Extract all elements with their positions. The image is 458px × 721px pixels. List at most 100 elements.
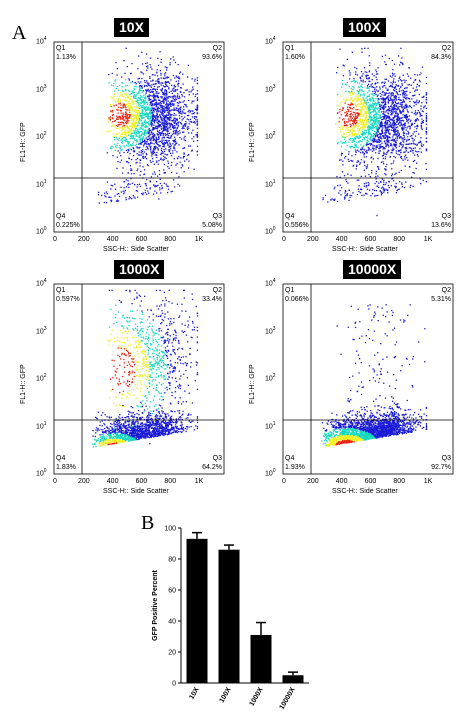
scatter-point — [160, 145, 161, 146]
scatter-point — [383, 153, 384, 154]
scatter-point — [364, 153, 365, 154]
scatter-point — [418, 133, 419, 134]
y-tick-base: 10 — [265, 86, 273, 93]
scatter-point — [367, 140, 368, 141]
scatter-point — [136, 120, 137, 121]
scatter-point — [138, 353, 139, 354]
scatter-point — [139, 113, 140, 114]
scatter-point — [105, 196, 106, 197]
scatter-point — [185, 113, 186, 114]
scatter-point — [169, 123, 170, 124]
scatter-point — [164, 172, 165, 173]
scatter-point — [142, 105, 143, 106]
scatter-point — [411, 124, 412, 125]
scatter-point — [151, 115, 152, 116]
scatter-point — [364, 67, 365, 68]
scatter-point — [365, 126, 366, 127]
scatter-point — [355, 74, 356, 75]
scatter-point — [376, 190, 377, 191]
scatter-point — [133, 196, 134, 197]
scatter-point — [382, 187, 383, 188]
scatter-point — [361, 176, 362, 177]
scatter-point — [103, 423, 104, 424]
scatter-point — [169, 140, 170, 141]
scatter-point — [383, 100, 384, 101]
scatter-point — [355, 109, 356, 110]
scatter-point — [415, 110, 416, 111]
scatter-point — [394, 97, 395, 98]
scatter-point — [154, 139, 155, 140]
scatter-point — [140, 113, 141, 114]
scatter-point — [125, 122, 126, 123]
scatter-point — [197, 100, 198, 101]
scatter-point — [341, 101, 342, 102]
scatter-point — [421, 102, 422, 103]
y-tick-exponent: 3 — [273, 84, 276, 90]
quadrant-q3-label: Q3 — [184, 212, 222, 221]
scatter-point — [340, 129, 341, 130]
scatter-point — [111, 85, 112, 86]
scatter-point — [151, 110, 152, 111]
scatter-point — [367, 164, 368, 165]
scatter-point — [116, 418, 117, 419]
scatter-point — [362, 73, 363, 74]
scatter-point — [142, 122, 143, 123]
scatter-point — [125, 111, 126, 112]
scatter-point — [176, 381, 177, 382]
scatter-point — [419, 81, 420, 82]
scatter-point — [162, 94, 163, 95]
scatter-point — [141, 351, 142, 352]
scatter-point — [370, 128, 371, 129]
scatter-point — [161, 188, 162, 189]
scatter-point — [392, 130, 393, 131]
scatter-point — [161, 410, 162, 411]
scatter-point — [147, 82, 148, 83]
scatter-point — [125, 107, 126, 108]
scatter-point — [183, 157, 184, 158]
scatter-point — [380, 140, 381, 141]
scatter-point — [344, 197, 345, 198]
scatter-point — [376, 103, 377, 104]
scatter-point — [172, 377, 173, 378]
scatter-point — [187, 341, 188, 342]
scatter-point — [365, 176, 366, 177]
scatter-point — [178, 111, 179, 112]
scatter-point — [372, 147, 373, 148]
y-tick-label: 104 — [36, 36, 47, 45]
scatter-point — [339, 117, 340, 118]
scatter-point — [391, 145, 392, 146]
scatter-point — [383, 85, 384, 86]
scatter-point — [371, 161, 372, 162]
scatter-point — [154, 95, 155, 96]
scatter-point — [346, 99, 347, 100]
scatter-point — [363, 129, 364, 130]
scatter-point — [355, 114, 356, 115]
scatter-point — [137, 158, 138, 159]
scatter-point — [396, 192, 397, 193]
scatter-point — [397, 113, 398, 114]
scatter-point — [352, 52, 353, 53]
scatter-point — [140, 186, 141, 187]
scatter-point — [110, 116, 111, 117]
scatter-point — [140, 95, 141, 96]
scatter-point — [120, 358, 121, 359]
scatter-point — [193, 113, 194, 114]
x-tick-label: 0 — [48, 236, 62, 243]
scatter-point — [378, 183, 379, 184]
scatter-point — [188, 119, 189, 120]
scatter-point — [384, 61, 385, 62]
scatter-point — [364, 94, 365, 95]
scatter-point — [150, 108, 151, 109]
scatter-point — [192, 130, 193, 131]
scatter-point — [352, 86, 353, 87]
scatter-point — [117, 86, 118, 87]
scatter-point — [126, 135, 127, 136]
scatter-point — [185, 123, 186, 124]
scatter-point — [348, 120, 349, 121]
scatter-point — [133, 148, 134, 149]
scatter-point — [405, 147, 406, 148]
scatter-point — [120, 103, 121, 104]
scatter-point — [128, 146, 129, 147]
scatter-point — [170, 360, 171, 361]
scatter-point — [104, 202, 105, 203]
